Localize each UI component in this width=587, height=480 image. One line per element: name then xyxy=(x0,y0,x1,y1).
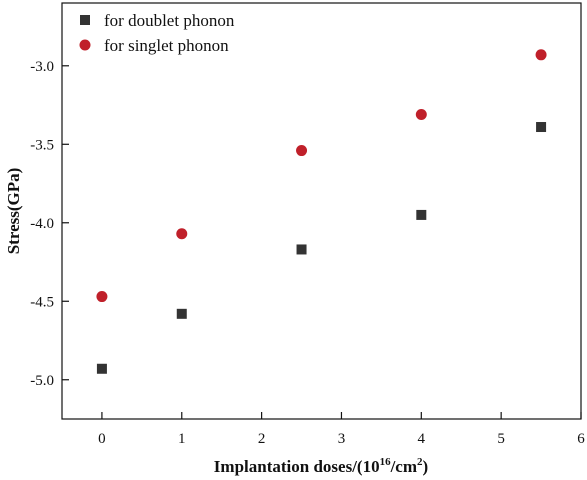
series-for-doublet-phonon xyxy=(96,122,547,374)
x-tick-label-0: 0 xyxy=(98,431,106,447)
point-for-singlet-phonon-3 xyxy=(415,108,427,120)
point-for-singlet-phonon-0 xyxy=(96,291,108,303)
data-marks xyxy=(96,49,547,374)
point-for-singlet-phonon-2 xyxy=(296,145,308,157)
y-tick-label-4: -3.0 xyxy=(30,59,54,75)
x-tick-label-2: 2 xyxy=(258,431,266,447)
x-axis-title-suffix: ) xyxy=(423,457,429,476)
y-tick-label-0: -5.0 xyxy=(30,373,54,389)
legend-marker-for-doublet-phonon xyxy=(80,15,90,25)
x-axis-title-sup1: 16 xyxy=(380,456,392,468)
point-for-singlet-phonon-4 xyxy=(535,49,547,61)
point-for-doublet-phonon-3 xyxy=(416,209,427,220)
x-tick-label-1: 1 xyxy=(178,431,186,447)
legend-item-for-doublet-phonon: for doublet phonon xyxy=(80,11,235,30)
y-tick-label-3: -3.5 xyxy=(30,137,54,153)
y-tick-label-1: -4.5 xyxy=(30,294,54,310)
point-for-doublet-phonon-4 xyxy=(536,122,547,133)
legend-marker-for-singlet-phonon xyxy=(79,39,91,51)
point-for-doublet-phonon-1 xyxy=(176,308,187,319)
point-for-doublet-phonon-2 xyxy=(296,244,307,255)
x-tick-label-6: 6 xyxy=(577,431,585,447)
axis-ticks: 0 1 2 3 4 5 6 -5.0 -4.5 -4.0 -3.5 -3.0 xyxy=(30,59,585,447)
x-axis-title-mid: /cm xyxy=(390,457,417,476)
series-for-singlet-phonon xyxy=(96,49,547,303)
point-for-singlet-phonon-1 xyxy=(176,228,188,240)
x-axis-title-prefix: Implantation doses/(10 xyxy=(214,457,380,476)
plot-frame xyxy=(61,2,582,420)
y-axis-title: Stress(GPa) xyxy=(4,168,23,255)
x-axis-title: Implantation doses/(1016/cm2) xyxy=(214,456,428,476)
legend-label-for-doublet-phonon: for doublet phonon xyxy=(104,11,235,30)
x-tick-label-5: 5 xyxy=(497,431,505,447)
legend: for doublet phonon for singlet phonon xyxy=(79,11,235,55)
x-tick-label-3: 3 xyxy=(338,431,346,447)
legend-label-for-singlet-phonon: for singlet phonon xyxy=(104,36,229,55)
legend-item-for-singlet-phonon: for singlet phonon xyxy=(79,36,229,55)
y-tick-label-2: -4.0 xyxy=(30,216,54,232)
point-for-doublet-phonon-0 xyxy=(96,363,107,374)
x-tick-label-4: 4 xyxy=(418,431,426,447)
x-axis-title-sup2: 2 xyxy=(417,456,423,468)
